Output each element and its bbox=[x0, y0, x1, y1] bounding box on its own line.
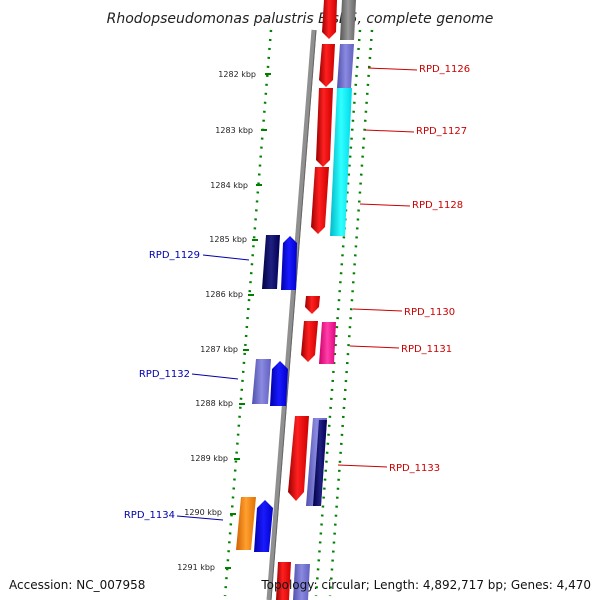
gene-label-rpd-1131: RPD_1131 bbox=[349, 344, 452, 355]
gene-arrow[interactable] bbox=[293, 564, 310, 600]
gene-label-rpd-1128: RPD_1128 bbox=[359, 200, 463, 211]
gene-arrow[interactable] bbox=[322, 0, 337, 39]
gene-arrow[interactable] bbox=[288, 416, 309, 501]
kbp-label: 1289 kbp bbox=[190, 454, 228, 463]
gene-arrow[interactable] bbox=[301, 321, 318, 362]
gene-arrow[interactable] bbox=[276, 562, 291, 600]
gene-arrow[interactable] bbox=[270, 361, 288, 406]
forward-genes bbox=[276, 0, 356, 600]
ruler-tick: 1291 kbp bbox=[177, 563, 231, 572]
gene-label-text[interactable]: RPD_1130 bbox=[404, 307, 455, 318]
kbp-label: 1282 kbp bbox=[218, 70, 256, 79]
kbp-label: 1291 kbp bbox=[177, 563, 215, 572]
accession-text: Accession: NC_007958 bbox=[9, 578, 146, 592]
topology-text: Topology: circular; Length: 4,892,717 bp… bbox=[261, 578, 591, 592]
gene-label-rpd-1132: RPD_1132 bbox=[139, 369, 239, 380]
gene-arrow[interactable] bbox=[330, 88, 352, 236]
ruler-tick: 1282 kbp bbox=[218, 70, 271, 79]
gene-labels: RPD_1126 RPD_1127 RPD_1128 RPD_1129 RPD_… bbox=[124, 64, 470, 521]
map-title: Rhodopseudomonas palustris BisB5, comple… bbox=[107, 11, 494, 27]
gene-label-text[interactable]: RPD_1134 bbox=[124, 510, 175, 521]
ruler-tick: 1288 kbp bbox=[195, 399, 245, 408]
gene-arrow[interactable] bbox=[311, 167, 329, 234]
ruler-tick: 1286 kbp bbox=[205, 290, 254, 299]
genome-backbone bbox=[266, 29, 317, 600]
gene-label-text[interactable]: RPD_1131 bbox=[401, 344, 452, 355]
gene-arrow[interactable] bbox=[236, 497, 256, 550]
gene-label-text[interactable]: RPD_1128 bbox=[412, 200, 463, 211]
gene-arrow[interactable] bbox=[316, 88, 333, 167]
kbp-label: 1288 kbp bbox=[195, 399, 233, 408]
gene-arrow[interactable] bbox=[340, 0, 356, 40]
gene-label-text[interactable]: RPD_1126 bbox=[419, 64, 470, 75]
gene-arrow[interactable] bbox=[254, 500, 273, 552]
gene-arrow[interactable] bbox=[337, 44, 354, 88]
gene-label-text[interactable]: RPD_1133 bbox=[389, 463, 440, 474]
gene-label-rpd-1126: RPD_1126 bbox=[367, 64, 470, 75]
gene-arrow[interactable] bbox=[252, 359, 271, 404]
ruler-tick: 1289 kbp bbox=[190, 454, 240, 463]
kbp-ruler: 1282 kbp 1283 kbp 1284 kbp 1285 kbp 1286… bbox=[177, 70, 271, 572]
gene-arrow[interactable] bbox=[319, 44, 335, 87]
gene-arrow[interactable] bbox=[262, 235, 280, 289]
gene-label-rpd-1134: RPD_1134 bbox=[124, 510, 224, 521]
genome-backbone-shadow bbox=[270, 29, 317, 600]
kbp-label: 1286 kbp bbox=[205, 290, 243, 299]
ruler-tick: 1285 kbp bbox=[209, 235, 258, 244]
kbp-label: 1287 kbp bbox=[200, 345, 238, 354]
kbp-label: 1285 kbp bbox=[209, 235, 247, 244]
kbp-label: 1283 kbp bbox=[215, 126, 253, 135]
gene-arrow[interactable] bbox=[281, 236, 297, 290]
gene-label-rpd-1130: RPD_1130 bbox=[352, 307, 455, 318]
gene-label-rpd-1129: RPD_1129 bbox=[149, 250, 250, 261]
ruler-tick: 1283 kbp bbox=[215, 126, 267, 135]
ruler-tick: 1290 kbp bbox=[184, 508, 236, 517]
gene-label-text[interactable]: RPD_1127 bbox=[416, 126, 467, 137]
gene-label-rpd-1127: RPD_1127 bbox=[364, 126, 467, 137]
ruler-tick: 1284 kbp bbox=[210, 181, 262, 190]
gene-arrow[interactable] bbox=[319, 322, 336, 364]
kbp-label: 1290 kbp bbox=[184, 508, 222, 517]
gene-label-rpd-1133: RPD_1133 bbox=[337, 463, 440, 474]
reverse-genes bbox=[236, 235, 297, 552]
gene-arrow[interactable] bbox=[305, 296, 320, 314]
gene-arrow[interactable] bbox=[313, 420, 327, 506]
ruler-tick: 1287 kbp bbox=[200, 345, 249, 354]
gene-label-text[interactable]: RPD_1129 bbox=[149, 250, 200, 261]
kbp-label: 1284 kbp bbox=[210, 181, 248, 190]
gene-label-text[interactable]: RPD_1132 bbox=[139, 369, 190, 380]
